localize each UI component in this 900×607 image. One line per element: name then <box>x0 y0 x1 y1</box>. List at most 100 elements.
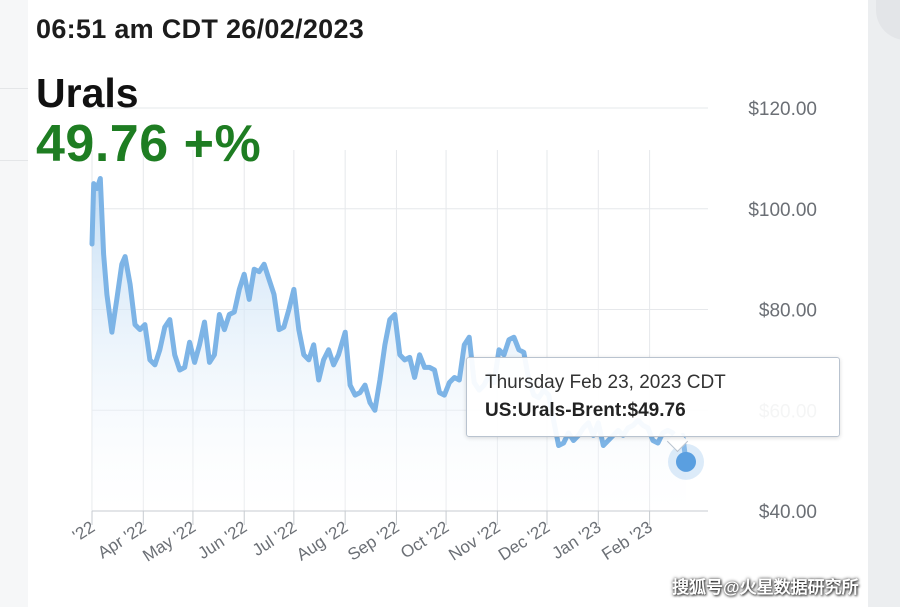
data-point <box>233 311 236 314</box>
left-divider-2 <box>0 160 28 161</box>
data-point <box>428 366 431 369</box>
data-point <box>273 293 276 296</box>
tooltip-date: Thursday Feb 23, 2023 CDT <box>485 372 726 393</box>
data-point <box>198 343 201 346</box>
chart-tooltip: Thursday Feb 23, 2023 CDT US:Urals-Brent… <box>466 357 840 437</box>
data-point <box>238 288 241 291</box>
data-point <box>297 328 300 331</box>
data-point <box>248 298 251 301</box>
data-point <box>287 308 290 311</box>
x-tick-label: Jul '22 <box>249 517 300 559</box>
data-point <box>208 361 211 364</box>
x-tick-label: Jan '23 <box>549 517 605 563</box>
price-change: 49.76 +% <box>36 115 262 173</box>
data-point <box>388 318 391 321</box>
data-point <box>312 343 315 346</box>
data-point <box>91 243 94 246</box>
x-tick-label: '22 <box>69 517 98 545</box>
data-point <box>124 255 127 258</box>
data-point <box>163 326 166 329</box>
data-point <box>448 381 451 384</box>
data-point <box>438 391 441 394</box>
data-point <box>393 313 396 316</box>
instrument-symbol: Urals <box>36 70 139 116</box>
data-point <box>302 353 305 356</box>
data-point <box>378 379 381 382</box>
data-point <box>178 369 181 372</box>
data-point <box>322 358 325 361</box>
data-point <box>512 336 515 339</box>
data-point <box>418 353 421 356</box>
right-page-strip <box>868 0 900 607</box>
data-point <box>337 353 340 356</box>
data-point <box>364 384 367 387</box>
data-point <box>193 361 196 364</box>
data-point <box>105 293 108 296</box>
data-point <box>349 384 352 387</box>
data-point <box>223 328 226 331</box>
data-point <box>134 323 137 326</box>
data-point <box>651 439 654 442</box>
data-point <box>403 358 406 361</box>
data-point <box>327 348 330 351</box>
data-point <box>373 409 376 412</box>
data-point <box>139 328 142 331</box>
data-point <box>344 331 347 334</box>
data-point <box>253 268 256 271</box>
data-point <box>120 263 123 266</box>
x-tick-label: Sep '22 <box>344 517 402 564</box>
data-point <box>168 318 171 321</box>
data-point <box>508 338 511 341</box>
left-divider-1 <box>0 88 28 89</box>
data-point <box>268 278 271 281</box>
data-point <box>354 394 357 397</box>
price-area <box>92 178 686 511</box>
data-point <box>463 343 466 346</box>
data-point <box>656 442 659 445</box>
x-tick-label: Aug '22 <box>293 517 351 564</box>
data-point <box>369 401 372 404</box>
x-tick-label: Nov '22 <box>445 517 503 564</box>
hover-marker <box>668 443 704 480</box>
data-point <box>607 439 610 442</box>
y-axis: $120.00$100.00$80.00$60.00$40.00 <box>748 99 817 523</box>
data-point <box>317 379 320 382</box>
quote-timestamp: 06:51 am CDT 26/02/2023 <box>36 14 365 44</box>
data-point <box>282 326 285 329</box>
x-tick-label: Oct '22 <box>397 517 452 562</box>
data-point <box>203 321 206 324</box>
data-point <box>458 379 461 382</box>
data-point <box>99 177 102 180</box>
data-point <box>183 366 186 369</box>
data-point <box>443 394 446 397</box>
data-point <box>115 298 118 301</box>
data-point <box>453 376 456 379</box>
data-point <box>243 273 246 276</box>
data-point <box>503 353 506 356</box>
data-point <box>228 313 231 316</box>
data-point <box>517 348 520 351</box>
data-point <box>332 363 335 366</box>
data-point <box>153 363 156 366</box>
data-point <box>557 444 560 447</box>
data-point <box>96 187 99 190</box>
data-point <box>258 270 261 273</box>
data-point <box>173 353 176 356</box>
data-point <box>148 358 151 361</box>
data-point <box>413 376 416 379</box>
data-point <box>213 353 216 356</box>
data-point <box>408 356 411 359</box>
data-point <box>188 341 191 344</box>
data-point <box>110 331 113 334</box>
y-tick-label: $80.00 <box>759 301 817 322</box>
data-point <box>562 442 565 445</box>
data-point <box>522 351 525 354</box>
source-watermark: 搜狐号@火星数据研究所 <box>672 578 859 597</box>
x-tick-label: Dec '22 <box>495 517 553 564</box>
left-page-strip <box>0 0 28 607</box>
hover-point[interactable] <box>676 451 696 472</box>
data-point <box>572 439 575 442</box>
y-tick-label: $120.00 <box>748 99 817 120</box>
data-point <box>102 253 105 256</box>
data-point <box>92 182 95 185</box>
